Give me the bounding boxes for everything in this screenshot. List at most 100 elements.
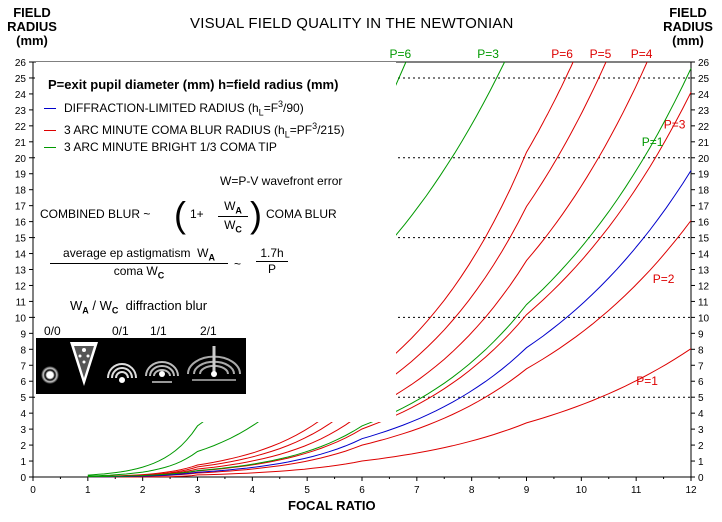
series-line-6 (87, 170, 692, 478)
series-label: P=3 (477, 47, 499, 61)
y-tick-label-right: 17 (698, 202, 710, 213)
pattern-label: 1/1 (150, 324, 167, 338)
y-tick-label-right: 19 (698, 170, 710, 181)
series-layer: P=1P=2P=3P=4P=5P=6P=1P=3P=6 (87, 47, 692, 478)
series-label: P=2 (653, 272, 675, 286)
legend-swatch (44, 129, 56, 131)
y-tick-label-right: 13 (698, 266, 710, 277)
legend-label-diffraction: DIFFRACTION-LIMITED RADIUS (hL=F3/90) (64, 99, 304, 118)
y-tick-label-right: 10 (698, 313, 710, 324)
series-line-7 (87, 68, 692, 478)
y-tick-label-right: 0 (698, 473, 704, 484)
astig-num-2: 1.7h (256, 246, 288, 262)
y-tick-label-right: 1 (698, 457, 704, 468)
legend-item-coma-blur: 3 ARC MINUTE COMA BLUR RADIUS (hL=PF3/21… (44, 121, 344, 139)
astig-den-2: P (267, 262, 276, 276)
series-label: P=4 (631, 47, 653, 61)
astig-fraction: average ep astigmatism WA coma WC (50, 246, 228, 281)
y-tick-label-right: 15 (698, 234, 710, 245)
astig-coma-pattern (145, 361, 179, 383)
y-tick-label-right: 20 (698, 154, 710, 165)
y-tick-label-right: 3 (698, 425, 704, 436)
y-tick-label-right: 8 (698, 345, 704, 356)
y-tick-label-right: 22 (698, 122, 710, 133)
astig-num: average ep astigmatism WA (50, 246, 228, 265)
y-tick-label: 10 (15, 313, 27, 324)
y-tick-label: 3 (20, 425, 26, 436)
y-tick-label: 17 (15, 202, 27, 213)
y-tick-label-right: 9 (698, 329, 704, 340)
x-tick-label: 7 (414, 485, 420, 496)
x-tick-label: 1 (85, 485, 91, 496)
y-tick-label-right: 23 (698, 106, 710, 117)
wavefront-text: W=P-V wavefront error (220, 174, 343, 188)
y-tick-label: 9 (20, 329, 26, 340)
y-axis-title-right: FIELD RADIUS (mm) (656, 6, 720, 48)
legend-label-coma-blur: 3 ARC MINUTE COMA BLUR RADIUS (hL=PF3/21… (64, 121, 345, 140)
paren-close: ) (250, 194, 262, 235)
coma-rings-pattern (107, 363, 137, 383)
series-label: P=1 (642, 135, 664, 149)
y-tick-label-right: 12 (698, 281, 710, 292)
series-label: P=3 (664, 117, 686, 131)
y-tick-label-right: 5 (698, 393, 704, 404)
x-tick-label: 12 (685, 485, 697, 496)
pattern-label: 0/1 (112, 324, 129, 338)
y-tick-label: 13 (15, 266, 27, 277)
y-tick-label-right: 14 (698, 250, 710, 261)
combined-blur-formula: COMBINED BLUR ~ ( 1+ WA WC ) COMA BLUR (40, 194, 340, 238)
y-title-line: (mm) (672, 33, 704, 48)
legend-label-coma-tip: 3 ARC MINUTE BRIGHT 1/3 COMA TIP (64, 140, 277, 154)
y-title-line: RADIUS (663, 19, 713, 34)
y-tick-label: 18 (15, 186, 27, 197)
legend-item-coma-tip: 3 ARC MINUTE BRIGHT 1/3 COMA TIP (44, 140, 277, 154)
x-tick-label: 0 (30, 485, 36, 496)
astig-tilde: ~ (234, 257, 242, 271)
x-tick-label: 4 (250, 485, 256, 496)
y-tick-label: 22 (15, 122, 27, 133)
y-tick-label: 2 (20, 441, 26, 452)
y-title-line: (mm) (16, 33, 48, 48)
series-line-0 (87, 348, 692, 478)
paren-open: ( (174, 194, 186, 235)
astigmatism-formula: average ep astigmatism WA coma WC ~ 1.7h… (50, 246, 350, 286)
astig-den: coma WC (113, 264, 165, 281)
combined-right: COMA BLUR (266, 207, 337, 221)
x-tick-label: 11 (631, 485, 642, 496)
x-axis-title: FOCAL RATIO (288, 498, 376, 513)
y-tick-label-right: 2 (698, 441, 704, 452)
y-tick-label-right: 7 (698, 361, 704, 372)
y-tick-label-right: 18 (698, 186, 710, 197)
astig-fraction-2: 1.7h P (256, 246, 288, 276)
series-label: P=1 (636, 374, 658, 388)
y-tick-label-right: 11 (698, 297, 709, 308)
x-tick-label: 5 (304, 485, 310, 496)
annotation-panel: P=exit pupil diameter (mm) h=field radiu… (36, 62, 396, 422)
pattern-label: 2/1 (200, 324, 217, 338)
y-tick-label: 15 (15, 234, 27, 245)
y-tick-label: 16 (15, 218, 27, 229)
y-tick-label: 7 (20, 361, 26, 372)
legend-item-diffraction: DIFFRACTION-LIMITED RADIUS (hL=F3/90) (44, 99, 304, 117)
y-tick-label: 5 (20, 393, 26, 404)
y-tick-label: 25 (15, 74, 27, 85)
x-tick-label: 9 (524, 485, 530, 496)
y-title-line: FIELD (13, 5, 51, 20)
combined-num: WA (218, 199, 248, 218)
coma-pattern (70, 342, 98, 386)
y-tick-label-right: 26 (698, 58, 710, 69)
series-label: P=5 (590, 47, 612, 61)
astig-2-pattern (187, 346, 241, 381)
y-title-line: RADIUS (7, 19, 57, 34)
x-tick-label: 6 (359, 485, 365, 496)
series-label: P=6 (551, 47, 573, 61)
y-tick-label-right: 21 (698, 138, 710, 149)
x-tick-label: 8 (469, 485, 475, 496)
legend-swatch (44, 146, 56, 148)
x-tick-label: 10 (576, 485, 588, 496)
chart-title: VISUAL FIELD QUALITY IN THE NEWTONIAN (190, 15, 514, 32)
y-tick-label-right: 25 (698, 74, 710, 85)
combined-den: WC (224, 218, 242, 235)
